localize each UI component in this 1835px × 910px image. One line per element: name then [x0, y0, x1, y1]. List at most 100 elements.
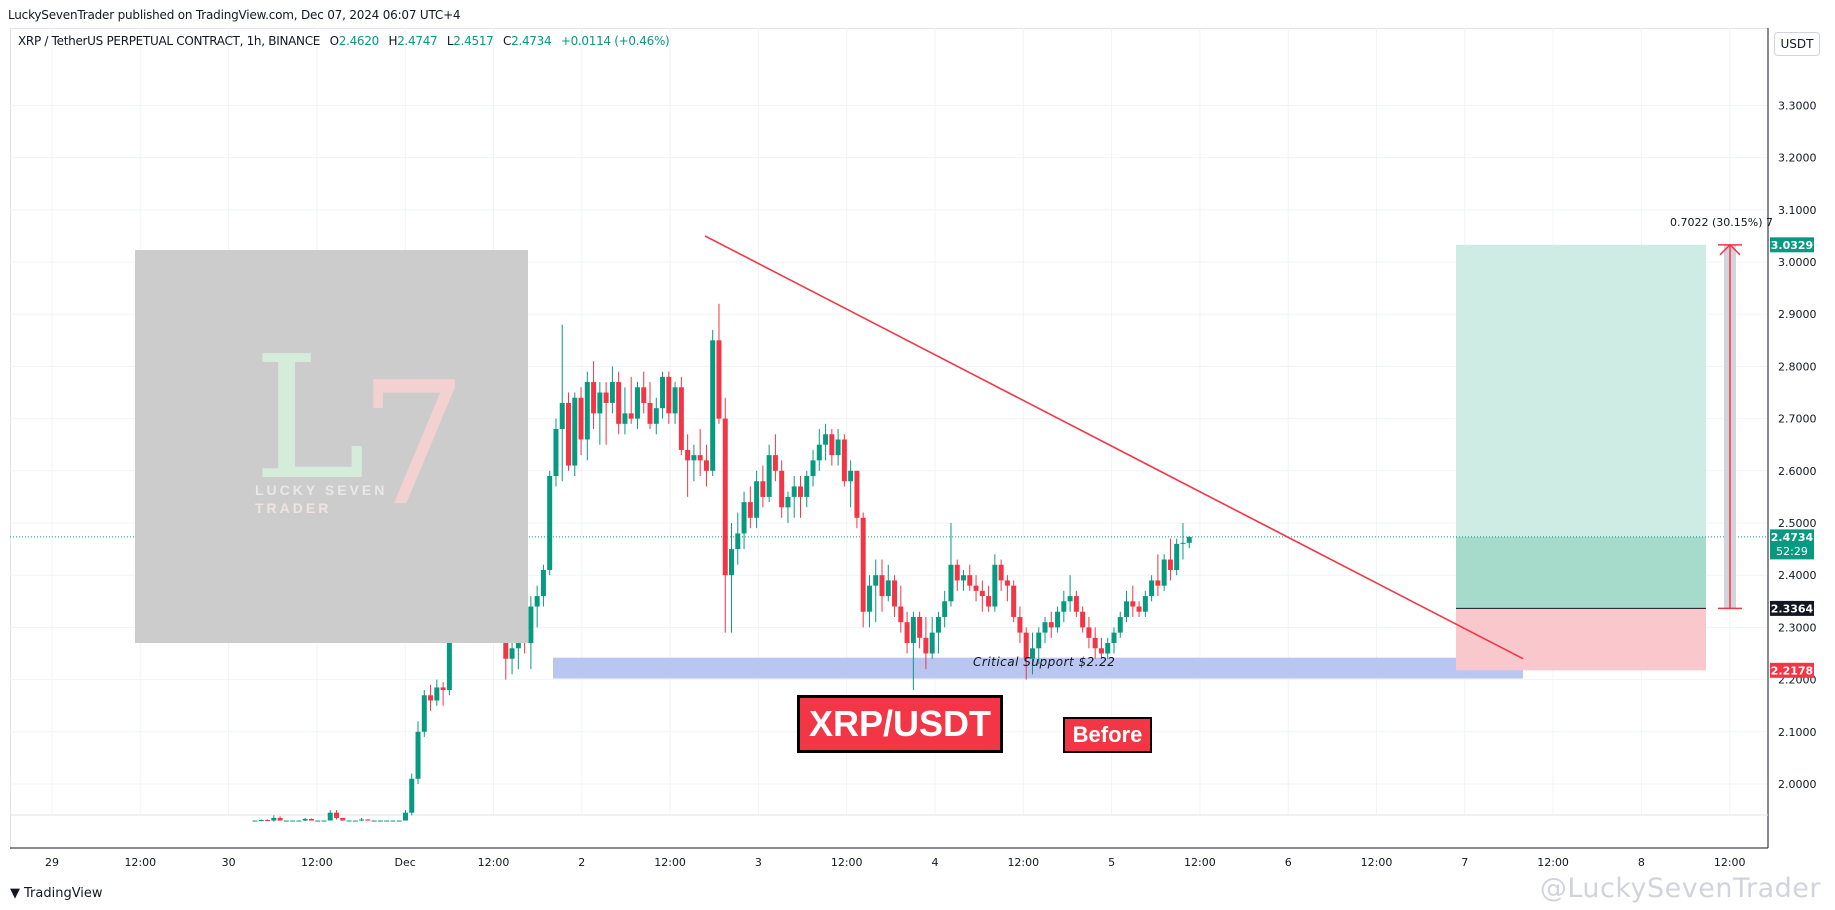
candle — [1105, 637, 1111, 659]
candle — [584, 371, 590, 461]
candle — [766, 444, 772, 503]
x-tick-label: 12:00 — [1714, 856, 1746, 869]
candle-body — [440, 687, 446, 691]
candle — [854, 470, 860, 529]
candle-body — [1105, 643, 1111, 654]
candle-body — [1061, 601, 1067, 612]
candle — [547, 470, 553, 576]
candle-body — [559, 402, 565, 430]
trendline — [704, 235, 1524, 660]
candle — [873, 559, 879, 623]
candle-body — [992, 564, 998, 607]
candle-body — [1055, 611, 1061, 628]
candle — [1011, 580, 1017, 623]
lucky-seven-logo: L 7 LUCKY SEVEN TRADER — [135, 250, 528, 643]
candle-body — [860, 517, 866, 612]
candle-body — [979, 590, 985, 597]
candle-body — [804, 476, 810, 497]
candle-body — [1073, 596, 1079, 612]
candle-body — [1042, 622, 1048, 633]
publish-info: LuckySevenTrader published on TradingVie… — [8, 8, 461, 22]
support-zone-label: Critical Support $2.22 — [973, 655, 1116, 669]
candle-body — [685, 449, 691, 461]
candle-body — [1086, 627, 1092, 638]
candle — [747, 486, 753, 529]
candle — [653, 397, 659, 435]
candle-body — [308, 818, 314, 821]
candle-body — [647, 402, 653, 424]
currency-button[interactable]: USDT — [1774, 32, 1820, 56]
candle-body — [421, 695, 427, 732]
tradingview-logo[interactable]: ▼ TradingView — [10, 886, 103, 901]
candle-body — [1155, 580, 1161, 586]
candle — [434, 679, 440, 706]
symbol-name[interactable]: XRP / TetherUS PERPETUAL CONTRACT, 1h, B… — [18, 34, 321, 48]
candle — [641, 371, 647, 414]
candle-body — [1048, 622, 1054, 628]
candle-body — [396, 820, 402, 822]
candle-body — [772, 455, 778, 471]
candle — [885, 564, 891, 602]
candle — [1092, 627, 1098, 659]
candle — [1073, 590, 1079, 617]
candle — [860, 512, 866, 628]
candle-body — [377, 820, 383, 822]
y-tick-label: 3.0000 — [1778, 256, 1817, 269]
candle-body — [609, 382, 615, 403]
stop-price-label-bg — [1770, 662, 1814, 678]
candle — [271, 815, 277, 822]
x-tick-label: 12:00 — [124, 856, 156, 869]
candle — [797, 476, 803, 518]
symbol-legend[interactable]: XRP / TetherUS PERPETUAL CONTRACT, 1h, B… — [18, 34, 670, 48]
candle — [816, 429, 822, 471]
candle — [1161, 554, 1167, 591]
candle — [772, 434, 778, 482]
candle — [402, 810, 408, 821]
candle-body — [935, 616, 941, 633]
candle-body — [327, 812, 333, 821]
chart-frame[interactable] — [10, 28, 1768, 849]
x-tick-label: 12:00 — [654, 856, 686, 869]
close-value: 2.4734 — [511, 34, 552, 48]
last-price-label: 2.4734 — [1771, 531, 1814, 544]
y-tick-label: 2.3000 — [1778, 621, 1817, 634]
candle-body — [547, 476, 553, 570]
candle — [616, 371, 622, 435]
candle — [722, 397, 728, 633]
candle-body — [1029, 648, 1035, 659]
candle-body — [352, 820, 358, 822]
candle — [277, 816, 283, 821]
x-tick-label: 12:00 — [1537, 856, 1569, 869]
candle — [1023, 627, 1029, 680]
candle — [810, 449, 816, 487]
candle-body — [672, 387, 678, 414]
candle — [979, 580, 985, 612]
candle — [315, 820, 321, 822]
candle-body — [735, 533, 741, 550]
candle-body — [1149, 580, 1155, 597]
candle — [879, 559, 885, 612]
y-tick-label: 3.1000 — [1778, 204, 1817, 217]
candle — [340, 817, 346, 821]
candle-body — [841, 439, 847, 482]
candle-body — [321, 820, 327, 822]
candle-body — [346, 820, 352, 822]
candle — [735, 512, 741, 565]
y-tick-label: 2.0000 — [1778, 778, 1817, 791]
candle — [892, 575, 898, 617]
candle-body — [409, 778, 415, 813]
candle-body — [823, 434, 829, 445]
candle-body — [1124, 601, 1130, 617]
entry-price-label: 2.3364 — [1771, 602, 1814, 615]
candle-body — [1004, 580, 1010, 586]
x-tick-label: 7 — [1461, 856, 1468, 869]
candle-body — [898, 606, 904, 623]
candle-body — [334, 812, 340, 818]
measure-label: 0.7022 (30.15%) 7 — [1670, 216, 1774, 229]
candle — [647, 382, 653, 430]
candle — [396, 820, 402, 822]
candle-body — [967, 575, 973, 586]
candle-body — [1130, 601, 1136, 607]
candle-body — [628, 413, 634, 419]
candle — [622, 387, 628, 435]
